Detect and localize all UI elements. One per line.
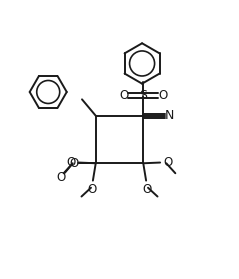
Text: N: N (165, 109, 174, 122)
Text: S: S (139, 89, 147, 102)
Text: O: O (119, 89, 128, 102)
Text: O: O (70, 157, 79, 170)
Text: O: O (158, 89, 168, 102)
Text: O: O (142, 183, 152, 196)
Text: O: O (57, 172, 66, 184)
Text: O: O (163, 156, 173, 169)
Text: O: O (87, 183, 97, 196)
Text: O: O (66, 156, 76, 169)
